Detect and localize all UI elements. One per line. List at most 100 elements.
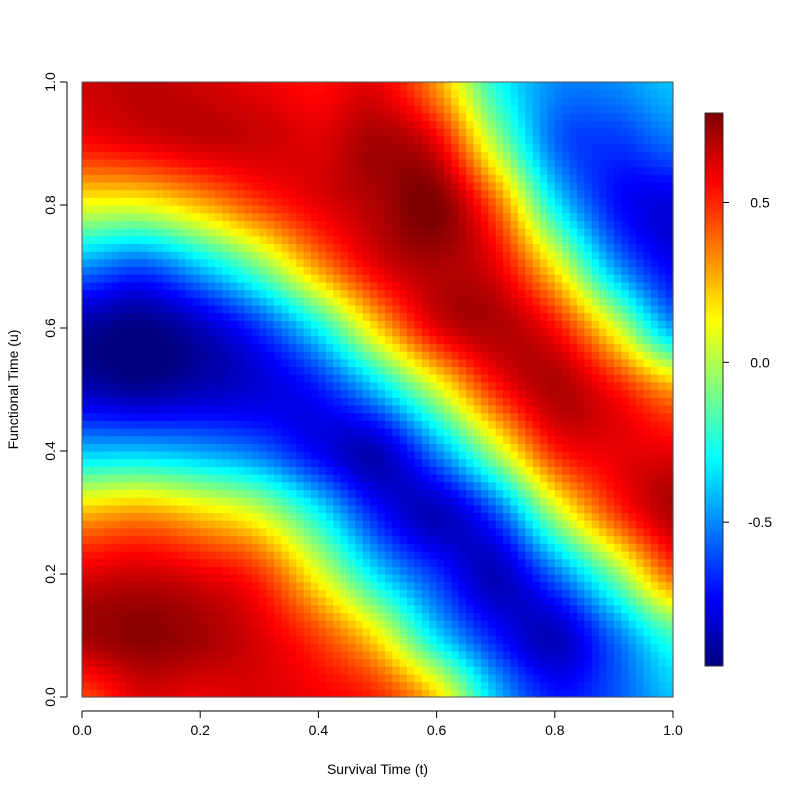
heatmap-cell	[547, 258, 556, 268]
heatmap-cell	[370, 666, 379, 675]
heatmap-cell	[155, 474, 164, 483]
heatmap-cell	[333, 251, 342, 260]
heatmap-cell	[274, 266, 283, 275]
heatmap-cell	[266, 673, 275, 683]
heatmap-cell	[613, 543, 622, 552]
heatmap-cell	[421, 397, 430, 406]
heatmap-cell	[466, 351, 475, 360]
heatmap-cell	[569, 312, 578, 321]
heatmap-cell	[347, 243, 356, 252]
heatmap-cell	[237, 335, 246, 344]
heatmap-cell	[296, 504, 305, 514]
heatmap-cell	[104, 389, 113, 398]
heatmap-cell	[237, 504, 246, 514]
heatmap-cell	[636, 220, 645, 229]
heatmap-cell	[377, 412, 386, 421]
heatmap-cell	[407, 512, 416, 521]
heatmap-cell	[362, 374, 371, 383]
heatmap-cell	[384, 289, 393, 298]
heatmap-cell	[126, 489, 135, 498]
heatmap-cell	[562, 627, 571, 637]
heatmap-cell	[141, 574, 150, 583]
heatmap-cell	[200, 512, 209, 521]
heatmap-cell	[525, 328, 534, 337]
heatmap-cell	[163, 620, 172, 629]
heatmap-cell	[407, 550, 416, 560]
heatmap-cell	[148, 681, 157, 690]
heatmap-cell	[207, 612, 216, 621]
heatmap-cell	[244, 673, 253, 683]
heatmap-cell	[303, 512, 312, 521]
heatmap-cell	[96, 304, 105, 314]
heatmap-cell	[281, 620, 290, 629]
heatmap-cell	[576, 312, 585, 321]
heatmap-cell	[584, 550, 593, 560]
heatmap-cell	[340, 489, 349, 498]
heatmap-cell	[576, 481, 585, 491]
heatmap-cell	[421, 604, 430, 614]
heatmap-cell	[163, 512, 172, 521]
heatmap-cell	[443, 289, 452, 298]
heatmap-cell	[407, 404, 416, 414]
heatmap-cell	[665, 274, 674, 283]
heatmap-cell	[584, 251, 593, 260]
heatmap-cell	[532, 235, 541, 245]
heatmap-cell	[362, 589, 371, 598]
heatmap-cell	[503, 389, 512, 398]
heatmap-cell	[311, 612, 319, 621]
heatmap-cell	[340, 412, 349, 421]
heatmap-cell	[347, 320, 356, 329]
heatmap-cell	[443, 481, 452, 491]
heatmap-cell	[118, 212, 127, 221]
heatmap-cell	[429, 304, 438, 314]
heatmap-cell	[451, 558, 460, 567]
heatmap-cell	[178, 604, 187, 614]
heatmap-cell	[384, 604, 393, 614]
heatmap-cell	[288, 212, 297, 221]
heatmap-cell	[540, 474, 549, 483]
heatmap-cell	[200, 520, 209, 529]
heatmap-cell	[532, 328, 541, 337]
heatmap-cell	[229, 251, 238, 260]
heatmap-cell	[532, 512, 541, 521]
heatmap-cell	[222, 343, 231, 352]
heatmap-cell	[473, 404, 482, 414]
heatmap-cell	[141, 374, 150, 383]
heatmap-cell	[421, 581, 430, 590]
heatmap-cell	[599, 297, 608, 306]
heatmap-cell	[244, 458, 253, 467]
heatmap-cell	[436, 474, 445, 483]
heatmap-cell	[274, 451, 283, 460]
heatmap-cell	[495, 389, 504, 398]
heatmap-cell	[443, 550, 452, 560]
heatmap-cell	[569, 643, 578, 652]
heatmap-cell	[274, 581, 283, 590]
heatmap-cell	[82, 320, 90, 329]
heatmap-cell	[384, 451, 393, 460]
heatmap-cell	[155, 427, 164, 437]
heatmap-cell	[229, 627, 238, 637]
heatmap-cell	[163, 281, 172, 291]
heatmap-cell	[384, 535, 393, 544]
heatmap-cell	[288, 312, 297, 321]
heatmap-cell	[584, 666, 593, 675]
heatmap-cell	[510, 643, 519, 652]
heatmap-cell	[281, 304, 290, 314]
heatmap-cell	[569, 550, 578, 560]
heatmap-cell	[576, 504, 585, 514]
heatmap-cell	[148, 389, 157, 398]
heatmap-cell	[517, 389, 526, 398]
heatmap-cell	[407, 558, 416, 567]
heatmap-cell	[340, 320, 349, 329]
heatmap-cell	[133, 366, 142, 375]
heatmap-cell	[237, 673, 246, 683]
heatmap-cell	[333, 550, 342, 560]
heatmap-cell	[576, 274, 585, 283]
heatmap-cell	[599, 666, 608, 675]
heatmap-cell	[554, 443, 563, 452]
heatmap-cell	[222, 328, 231, 337]
heatmap-cell	[170, 650, 179, 660]
heatmap-cell	[303, 304, 312, 314]
heatmap-cell	[473, 412, 482, 421]
heatmap-cell	[576, 266, 585, 275]
